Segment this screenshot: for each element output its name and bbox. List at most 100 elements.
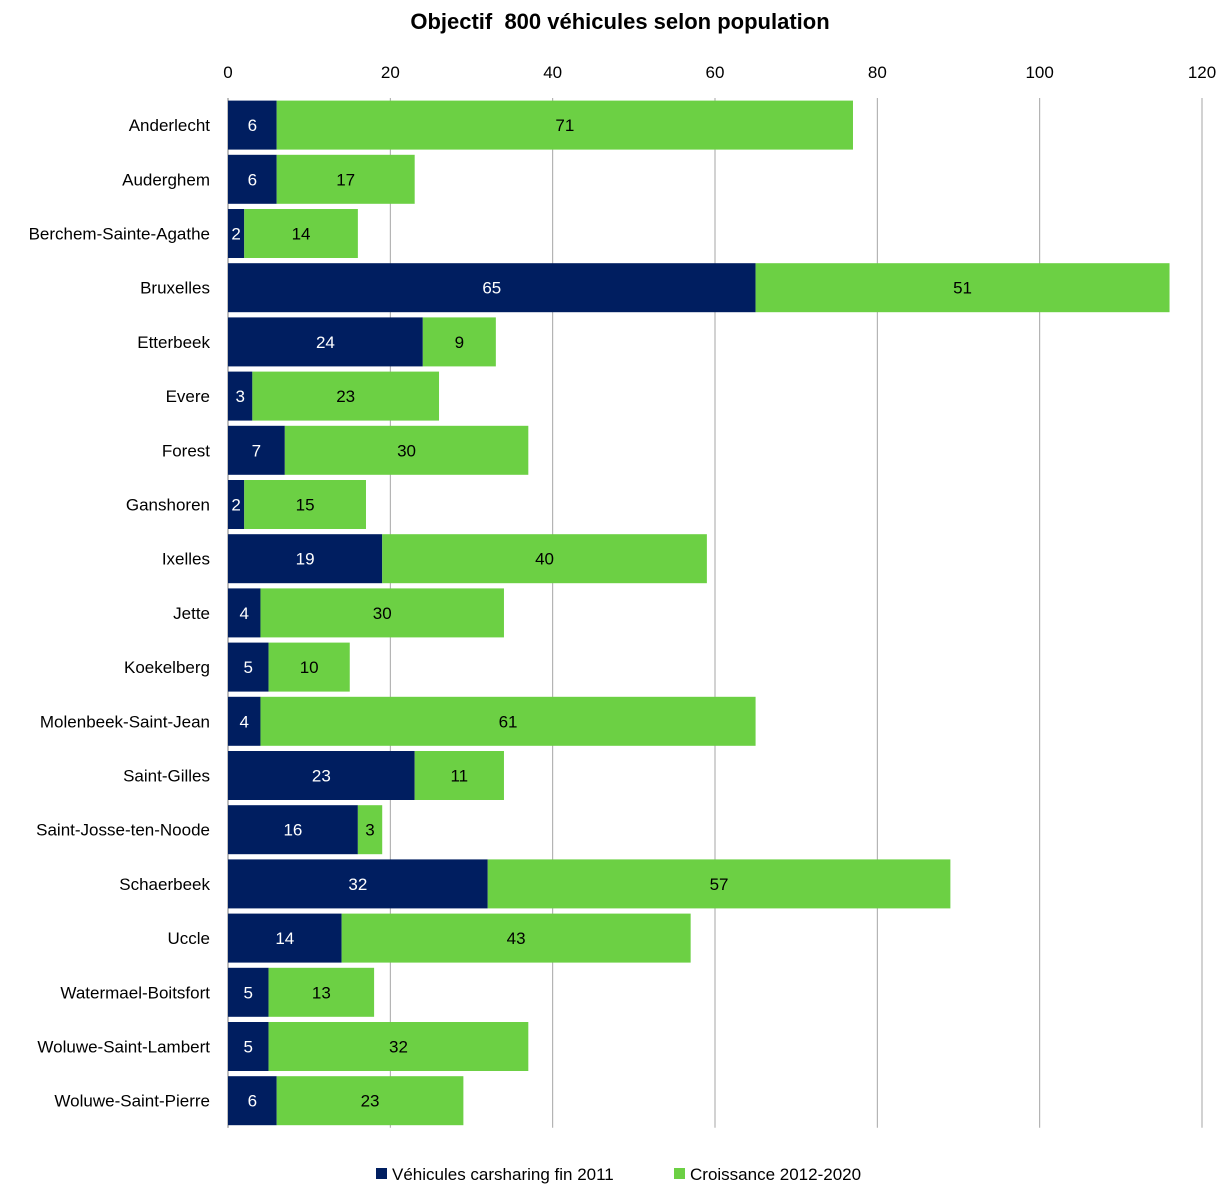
bar-segment-series-1 — [244, 209, 358, 258]
y-category-label: Saint-Gilles — [123, 767, 210, 786]
bar-row-watermael-boitsfort: 5 13 — [228, 967, 375, 1017]
bar-row-ixelles: 19 40 — [228, 534, 707, 584]
bar-data-label: 2 — [231, 225, 240, 244]
bar-data-label: 32 — [348, 875, 367, 894]
x-tick-label: 100 — [1025, 63, 1053, 82]
bar-data-label: 5 — [244, 983, 253, 1002]
bar-row-koekelberg: 5 10 — [228, 642, 350, 692]
legend-label: Véhicules carsharing fin 2011 — [392, 1165, 614, 1184]
y-category-label: Forest — [162, 441, 210, 460]
bar-segment-series-1 — [276, 154, 415, 204]
bar-data-label: 65 — [482, 279, 501, 298]
x-tick-label: 120 — [1188, 63, 1216, 82]
bar-row-auderghem: 6 17 — [228, 154, 415, 204]
bar-segment-series-0 — [228, 696, 261, 746]
y-category-label: Woluwe-Saint-Pierre — [54, 1092, 210, 1111]
bar-segment-series-0 — [228, 371, 253, 421]
bar-segment-series-0 — [228, 534, 383, 584]
y-category-label: Koekelberg — [124, 658, 210, 677]
bar-data-label: 13 — [312, 983, 331, 1002]
x-tick-label: 40 — [543, 63, 562, 82]
bar-segment-series-0 — [228, 100, 277, 150]
bar-data-label: 14 — [275, 929, 294, 948]
bar-segment-series-1 — [487, 859, 951, 909]
bar-segment-series-0 — [228, 913, 342, 963]
y-category-label: Bruxelles — [140, 279, 210, 298]
bar-segment-series-1 — [244, 480, 366, 529]
bar-data-label: 16 — [283, 821, 302, 840]
bar-segment-series-0 — [228, 859, 488, 909]
bar-segment-series-1 — [414, 751, 504, 800]
y-category-label: Schaerbeek — [119, 875, 210, 894]
x-axis-tick-labels: 0 20 40 60 80 100 120 — [223, 63, 1216, 82]
bar-data-label: 5 — [244, 1038, 253, 1057]
bar-data-label: 40 — [535, 550, 554, 569]
bar-segment-series-1 — [284, 425, 529, 475]
bar-segment-series-1 — [382, 534, 707, 584]
bar-row-anderlecht: 6 71 — [228, 100, 853, 150]
bar-row-evere: 3 23 — [228, 371, 440, 421]
bar-data-label: 30 — [397, 441, 416, 460]
bar-data-label: 2 — [231, 496, 240, 515]
bar-row-forest: 7 30 — [228, 425, 529, 475]
bar-segment-series-1 — [341, 913, 691, 963]
bar-segment-series-1 — [357, 805, 383, 855]
y-category-label: Ganshoren — [126, 496, 210, 515]
bar-row-woluwe-saint-pierre: 6 23 — [228, 1076, 464, 1126]
bar-segment-series-0 — [228, 480, 245, 529]
y-category-label: Saint-Josse-ten-Noode — [36, 821, 210, 840]
bar-data-label: 30 — [373, 604, 392, 623]
bar-data-label: 3 — [365, 821, 374, 840]
bar-data-label: 71 — [555, 116, 574, 135]
bar-data-label: 5 — [244, 658, 253, 677]
bar-segment-series-0 — [228, 1076, 277, 1126]
bar-data-label: 43 — [507, 929, 526, 948]
bar-data-label: 23 — [336, 387, 355, 406]
bar-segment-series-0 — [228, 967, 269, 1017]
bar-segment-series-0 — [228, 263, 756, 313]
bar-data-label: 19 — [296, 550, 315, 569]
bar-segment-series-1 — [268, 967, 375, 1017]
bar-data-label: 6 — [248, 116, 257, 135]
bar-segment-series-0 — [228, 425, 285, 475]
bar-segment-series-0 — [228, 209, 245, 258]
bar-data-label: 6 — [248, 170, 257, 189]
bar-row-ganshoren: 2 15 — [228, 480, 366, 529]
y-category-label: Anderlecht — [129, 116, 211, 135]
legend-label: Croissance 2012-2020 — [690, 1165, 861, 1184]
bar-segment-series-0 — [228, 154, 277, 204]
y-category-label: Ixelles — [162, 550, 210, 569]
bar-segment-series-1 — [260, 696, 756, 746]
bar-segment-series-1 — [276, 1076, 464, 1126]
bar-segment-series-0 — [228, 317, 423, 367]
y-category-label: Auderghem — [122, 170, 210, 189]
bar-data-label: 15 — [296, 496, 315, 515]
bar-data-label: 11 — [450, 767, 468, 786]
legend-item-series-1: Croissance 2012-2020 — [674, 1165, 861, 1184]
bar-row-molenbeek-saint-jean: 4 61 — [228, 696, 756, 746]
bar-row-berchem-sainte-agathe: 2 14 — [228, 209, 358, 258]
y-category-label: Evere — [166, 387, 210, 406]
bar-data-label: 10 — [300, 658, 319, 677]
bar-data-label: 32 — [389, 1038, 408, 1057]
legend-swatch — [674, 1168, 685, 1179]
bar-segment-series-1 — [276, 100, 853, 150]
bar-row-jette: 4 30 — [228, 588, 504, 638]
y-category-label: Molenbeek-Saint-Jean — [40, 712, 210, 731]
y-category-label: Uccle — [167, 929, 210, 948]
bar-data-label: 17 — [336, 170, 355, 189]
legend: Véhicules carsharing fin 2011 Croissance … — [376, 1165, 861, 1184]
x-tick-label: 80 — [868, 63, 887, 82]
bar-row-uccle: 14 43 — [228, 913, 691, 963]
bar-data-label: 61 — [499, 712, 518, 731]
bar-segment-series-0 — [228, 805, 358, 855]
y-category-label: Jette — [173, 604, 210, 623]
chart-title: Objectif 800 véhicules selon population — [410, 9, 829, 34]
bar-data-label: 57 — [710, 875, 729, 894]
legend-swatch — [376, 1168, 387, 1179]
bar-data-label: 24 — [316, 333, 335, 352]
bar-data-label: 9 — [455, 333, 464, 352]
